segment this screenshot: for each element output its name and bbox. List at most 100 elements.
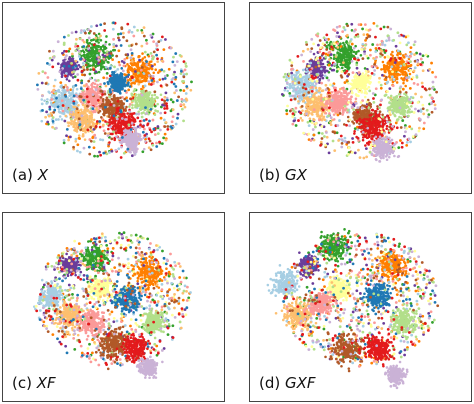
scatter-point — [93, 85, 96, 89]
scatter-point — [341, 30, 345, 33]
scatter-point — [71, 76, 75, 79]
scatter-point — [99, 23, 103, 27]
scatter-point — [331, 130, 335, 134]
scatter-point — [124, 83, 127, 86]
scatter-point — [146, 67, 150, 70]
scatter-point — [340, 58, 344, 62]
scatter-point — [316, 34, 320, 38]
scatter-point — [124, 139, 127, 143]
scatter-point — [135, 126, 138, 130]
scatter-point — [143, 84, 147, 88]
scatter-point — [123, 58, 127, 61]
scatter-point — [93, 133, 97, 137]
scatter-point — [380, 68, 383, 71]
scatter-point — [145, 63, 149, 67]
scatter-point — [41, 94, 44, 98]
scatter-point — [104, 65, 108, 69]
scatter-point — [165, 83, 169, 87]
scatter-point — [76, 73, 80, 76]
scatter-point — [349, 58, 352, 61]
scatter-point — [346, 66, 350, 70]
scatter-point — [306, 102, 310, 105]
scatter-point — [75, 87, 79, 91]
scatter-point — [67, 34, 70, 37]
scatter-point — [70, 52, 74, 56]
scatter-point — [117, 121, 121, 124]
scatter-point — [108, 118, 112, 122]
scatter-point — [61, 89, 64, 92]
scatter-point — [399, 126, 403, 129]
scatter-point — [102, 107, 105, 111]
scatter-point — [389, 78, 392, 82]
scatter-point — [330, 68, 334, 72]
scatter-point — [66, 68, 69, 72]
scatter-point — [156, 102, 159, 106]
scatter-point — [316, 43, 320, 47]
scatter-point — [60, 105, 63, 109]
scatter-point — [164, 138, 168, 142]
scatter-point — [113, 65, 116, 69]
scatter-point — [95, 120, 99, 123]
scatter-point — [51, 119, 55, 123]
scatter-point — [344, 50, 348, 54]
scatter-point — [353, 127, 357, 130]
scatter-point — [108, 99, 111, 103]
scatter-point — [314, 86, 318, 90]
scatter-point — [112, 102, 116, 105]
scatter-point — [147, 74, 151, 77]
scatter-point — [92, 68, 96, 71]
scatter-point — [134, 93, 138, 96]
scatter-point — [79, 95, 83, 99]
scatter-point — [74, 84, 78, 87]
scatter-point — [316, 97, 319, 101]
scatter-point — [84, 115, 87, 119]
scatter-point — [286, 89, 290, 93]
scatter-point — [346, 97, 349, 101]
scatter-point — [89, 126, 93, 129]
scatter-point — [142, 34, 146, 38]
scatter-point — [290, 67, 294, 71]
scatter-point — [371, 43, 375, 46]
scatter-point — [318, 101, 322, 104]
scatter-point — [65, 85, 69, 89]
scatter-point — [337, 35, 341, 39]
scatter-point — [108, 108, 112, 112]
scatter-point — [129, 112, 133, 116]
scatter-point — [350, 22, 354, 26]
scatter-point — [155, 141, 158, 145]
scatter-point — [119, 109, 123, 112]
scatter-point — [61, 62, 65, 65]
scatter-point — [105, 101, 108, 105]
scatter-point — [106, 134, 110, 138]
scatter-point — [60, 75, 64, 79]
scatter-point — [178, 53, 182, 57]
scatter-point — [338, 119, 341, 122]
scatter-point — [171, 108, 175, 112]
scatter-point — [318, 77, 322, 81]
scatter-point — [84, 108, 87, 111]
scatter-point — [353, 151, 357, 155]
scatter-point — [431, 70, 434, 74]
scatter-point — [67, 138, 70, 142]
scatter-point — [395, 81, 399, 84]
scatter-point — [342, 91, 346, 95]
scatter-point — [421, 69, 425, 73]
cluster-a-10 — [36, 21, 189, 155]
scatter-point — [82, 98, 86, 102]
caption-a-variable: X — [37, 166, 48, 184]
scatter-point — [132, 146, 135, 150]
scatter-point — [396, 72, 400, 76]
scatter-point — [91, 135, 95, 139]
scatter-point — [134, 128, 138, 132]
scatter-point — [72, 105, 75, 109]
scatter-point — [108, 66, 112, 70]
scatter-point — [170, 80, 174, 84]
scatter-point — [135, 149, 138, 153]
scatter-point — [176, 112, 180, 116]
scatter-point — [401, 69, 405, 73]
scatter-point — [163, 77, 167, 80]
scatter-point — [190, 80, 193, 84]
scatter-point — [130, 92, 134, 96]
scatter-point — [80, 81, 84, 85]
scatter-point — [365, 36, 369, 40]
